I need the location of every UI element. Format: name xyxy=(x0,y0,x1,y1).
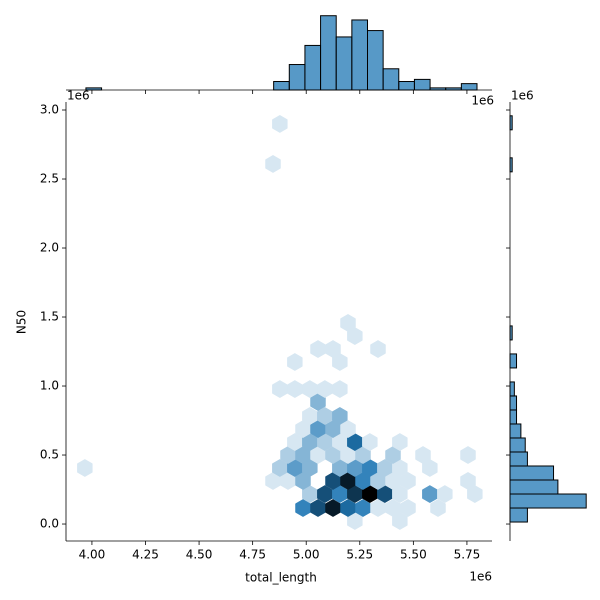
x-tick-label: 5.00 xyxy=(293,548,320,562)
x-tick-label: 4.25 xyxy=(132,548,159,562)
histogram-bar xyxy=(509,157,513,173)
hexbin-cell xyxy=(265,155,281,173)
hexbin-cell xyxy=(392,459,408,477)
hexbin-cell xyxy=(437,485,453,504)
hexbin-cell xyxy=(385,446,401,464)
hexbin-cell xyxy=(430,499,446,517)
hexbin-cell xyxy=(295,472,311,490)
histogram-bar xyxy=(460,83,478,91)
y-offset-label: 1e6 xyxy=(67,89,90,103)
x-tick-label: 4.50 xyxy=(186,548,213,562)
x-offset-label: 1e6 xyxy=(469,570,492,584)
hexbin-cell xyxy=(392,512,408,530)
x-tick-label: 5.75 xyxy=(454,548,481,562)
hexbin-cell xyxy=(332,407,348,425)
histogram-bar xyxy=(509,325,513,341)
x-tick-label: 5.25 xyxy=(346,548,373,562)
hexbin-cell xyxy=(347,327,363,346)
histogram-bar xyxy=(509,437,526,453)
hexbin-cell xyxy=(392,433,408,451)
hexbin-cell xyxy=(400,499,416,517)
histogram-bar xyxy=(413,78,431,91)
histogram-bar xyxy=(288,64,306,91)
hexbin-cell xyxy=(392,485,408,504)
histogram-bar xyxy=(509,423,522,439)
histogram-bar xyxy=(273,81,290,91)
hexbin-cell xyxy=(287,353,303,371)
histogram-bar xyxy=(509,409,518,425)
histogram-bar xyxy=(304,44,322,91)
histogram-bar xyxy=(509,507,528,523)
y-tick-label: 1.5 xyxy=(40,310,59,324)
hexbin-cell xyxy=(460,472,476,490)
hexbin-cell xyxy=(340,314,356,332)
histogram-bar xyxy=(509,451,528,467)
histogram-bar xyxy=(85,87,103,91)
hexbin-cell xyxy=(400,472,416,490)
y-tick-label: 2.0 xyxy=(40,241,59,255)
top-marginal-offset-label: 1e6 xyxy=(471,94,494,108)
histogram-bar xyxy=(335,36,353,91)
histogram-bar xyxy=(509,479,559,495)
hexbin-cell xyxy=(340,420,356,439)
histogram-bar xyxy=(509,353,518,369)
hexbin-cell xyxy=(355,446,371,464)
y-axis-label: N50 xyxy=(15,310,29,334)
hexbin-cell xyxy=(460,446,476,464)
hexbin-cell xyxy=(325,340,341,358)
hexbin-cell xyxy=(310,393,326,411)
histogram-bar xyxy=(367,30,384,91)
hexbin-cell xyxy=(332,353,348,371)
histogram-bar xyxy=(382,68,400,91)
histogram-bar xyxy=(398,81,415,91)
y-tick-label: 0.5 xyxy=(40,448,59,462)
x-tick-label: 4.75 xyxy=(239,548,266,562)
x-tick-label: 4.00 xyxy=(79,548,106,562)
histogram-bar xyxy=(351,19,369,91)
hexbin-cell xyxy=(370,340,386,358)
histogram-bar xyxy=(509,465,555,481)
histogram-bar xyxy=(445,87,462,91)
hexbin-cell xyxy=(332,380,348,398)
y-tick-label: 0.0 xyxy=(40,517,59,531)
histogram-bar xyxy=(509,395,518,411)
y-tick-label: 2.5 xyxy=(40,172,59,186)
right-marginal-offset-label: 1e6 xyxy=(511,89,534,103)
hexbin-cell xyxy=(272,114,288,133)
hexbin-cell xyxy=(422,459,438,477)
histogram-bar xyxy=(509,381,515,397)
x-tick-label: 5.50 xyxy=(400,548,427,562)
histogram-bar xyxy=(509,115,513,131)
y-tick-label: 3.0 xyxy=(40,103,59,117)
histogram-bar xyxy=(509,493,587,509)
hexbin-cell xyxy=(347,512,363,530)
y-tick-label: 1.0 xyxy=(40,379,59,393)
histogram-bar xyxy=(429,87,447,91)
hexbin-cell xyxy=(302,459,318,477)
histogram-bar xyxy=(320,15,337,91)
x-axis-label: total_length xyxy=(245,571,317,585)
hexbin-cell xyxy=(467,485,483,504)
hexbin-cell xyxy=(77,459,93,477)
hexbin-cell xyxy=(362,433,378,451)
hexbin-cell xyxy=(415,446,431,464)
